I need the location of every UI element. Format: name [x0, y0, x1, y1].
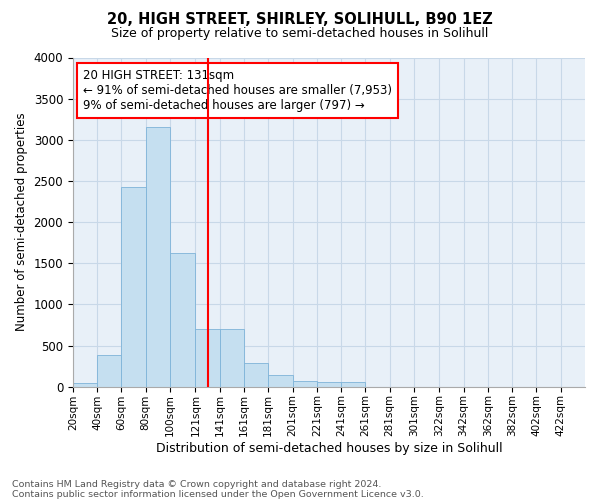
Text: Contains HM Land Registry data © Crown copyright and database right 2024.: Contains HM Land Registry data © Crown c…	[12, 480, 382, 489]
Bar	[170, 252, 196, 386]
Text: 20 HIGH STREET: 131sqm
← 91% of semi-detached houses are smaller (7,953)
9% of s: 20 HIGH STREET: 131sqm ← 91% of semi-det…	[83, 69, 392, 112]
Bar	[268, 375, 293, 386]
Bar	[220, 329, 244, 386]
Bar	[146, 128, 170, 386]
Bar	[293, 381, 317, 386]
Bar	[121, 186, 146, 386]
Bar	[97, 356, 121, 386]
X-axis label: Distribution of semi-detached houses by size in Solihull: Distribution of semi-detached houses by …	[155, 442, 502, 455]
Bar	[196, 329, 220, 386]
Bar	[341, 382, 365, 386]
Text: Size of property relative to semi-detached houses in Solihull: Size of property relative to semi-detach…	[112, 28, 488, 40]
Bar	[317, 382, 341, 386]
Bar	[244, 363, 268, 386]
Text: 20, HIGH STREET, SHIRLEY, SOLIHULL, B90 1EZ: 20, HIGH STREET, SHIRLEY, SOLIHULL, B90 …	[107, 12, 493, 28]
Bar	[73, 382, 97, 386]
Y-axis label: Number of semi-detached properties: Number of semi-detached properties	[15, 113, 28, 332]
Text: Contains public sector information licensed under the Open Government Licence v3: Contains public sector information licen…	[12, 490, 424, 499]
